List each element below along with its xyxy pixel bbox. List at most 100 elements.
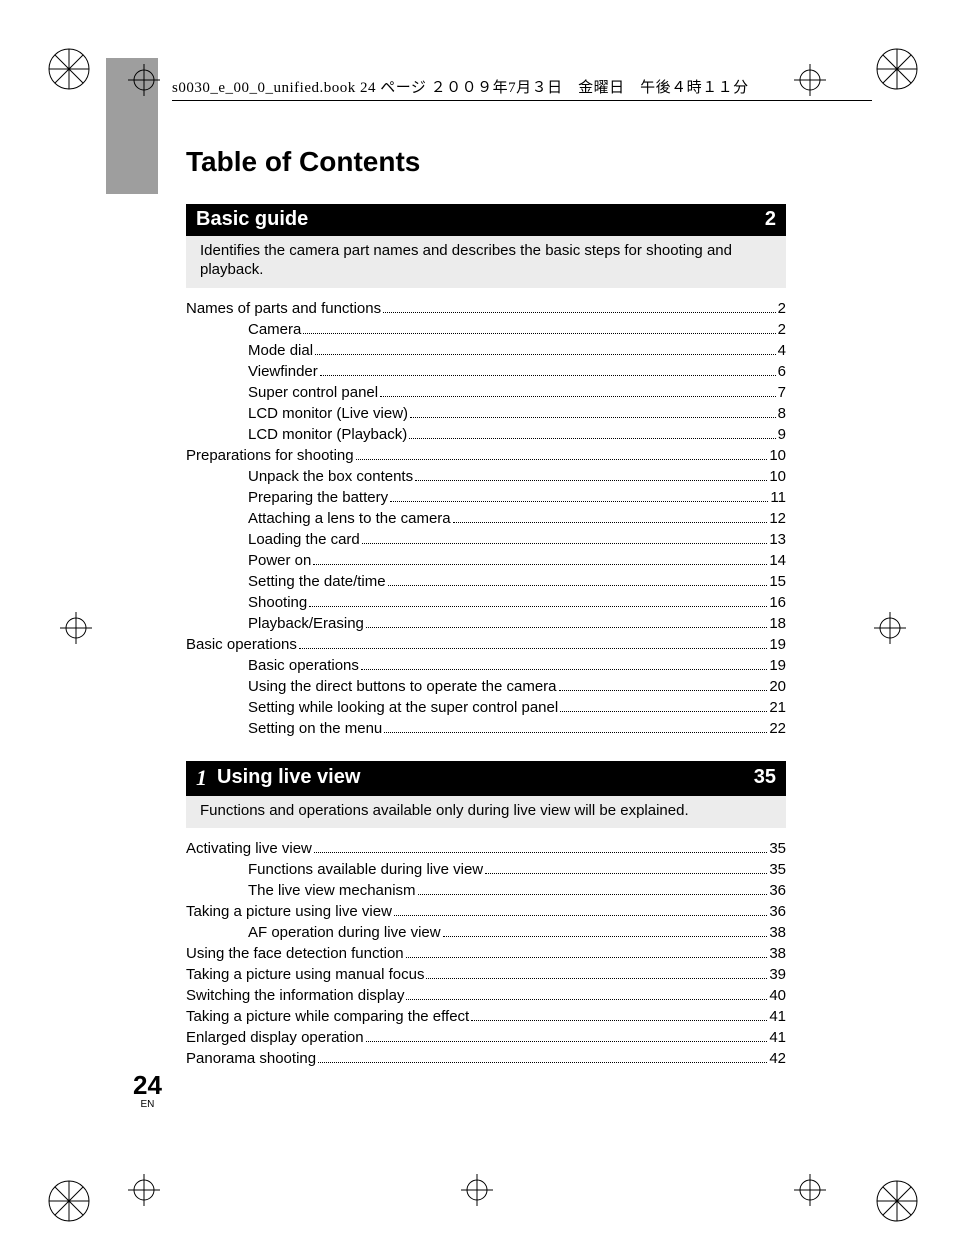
toc-leader-dots [559, 690, 768, 691]
page-title: Table of Contents [186, 146, 420, 178]
toc-entry-page: 36 [769, 901, 786, 922]
toc-entry-text: LCD monitor (Live view) [186, 403, 408, 424]
toc-leader-dots [383, 312, 776, 313]
header-rule-line: s0030_e_00_0_unified.book 24 ページ ２００９年7月… [172, 76, 872, 101]
page-number-block: 24 EN [133, 1070, 162, 1110]
toc-row: Mode dial4 [186, 340, 786, 361]
toc-row: Using the direct buttons to operate the … [186, 676, 786, 697]
toc-entry-text: Attaching a lens to the camera [186, 508, 451, 529]
toc-entry-page: 36 [769, 880, 786, 901]
crop-mark-icon [461, 1174, 493, 1206]
section-bar: 1Using live view35 [186, 761, 786, 796]
crop-mark-icon [874, 612, 906, 644]
toc-row: Activating live view 35 [186, 838, 786, 859]
toc-entry-page: 19 [769, 634, 786, 655]
toc-row: Shooting16 [186, 592, 786, 613]
toc-entry-text: Unpack the box contents [186, 466, 413, 487]
toc-entry-text: Mode dial [186, 340, 313, 361]
toc-row: Preparations for shooting10 [186, 445, 786, 466]
toc-entry-page: 8 [778, 403, 786, 424]
toc-row: The live view mechanism 36 [186, 880, 786, 901]
toc-leader-dots [299, 648, 767, 649]
toc-entry-text: Enlarged display operation [186, 1027, 364, 1048]
toc-row: Preparing the battery11 [186, 487, 786, 508]
toc-leader-dots [471, 1020, 767, 1021]
toc-entry-page: 16 [769, 592, 786, 613]
toc-entry-text: Setting while looking at the super contr… [186, 697, 558, 718]
toc-entry-page: 9 [778, 424, 786, 445]
toc-entry-page: 13 [769, 529, 786, 550]
toc-leader-dots [560, 711, 767, 712]
toc-leader-dots [366, 1041, 768, 1042]
toc-row: Taking a picture using manual focus 39 [186, 964, 786, 985]
toc-entry-page: 35 [769, 838, 786, 859]
toc-row: Super control panel7 [186, 382, 786, 403]
toc-entry-page: 14 [769, 550, 786, 571]
toc-leader-dots [384, 732, 767, 733]
section-title: Using live view [217, 766, 754, 789]
toc-entry-text: Taking a picture using live view [186, 901, 392, 922]
toc-entry-text: Playback/Erasing [186, 613, 364, 634]
toc-leader-dots [453, 522, 768, 523]
toc-entry-page: 7 [778, 382, 786, 403]
toc-entry-page: 39 [769, 964, 786, 985]
toc-leader-dots [362, 543, 768, 544]
toc-row: Enlarged display operation 41 [186, 1027, 786, 1048]
toc-row: Names of parts and functions2 [186, 298, 786, 319]
toc-entry-text: Taking a picture using manual focus [186, 964, 424, 985]
toc-entry-text: Names of parts and functions [186, 298, 381, 319]
section-title: Basic guide [196, 208, 765, 231]
section-description: Identifies the camera part names and des… [186, 236, 786, 288]
toc-entry-text: Activating live view [186, 838, 312, 859]
toc-entry-page: 2 [778, 319, 786, 340]
toc-entry-text: Panorama shooting [186, 1048, 316, 1069]
toc-entry-page: 38 [769, 943, 786, 964]
toc-row: Basic operations19 [186, 655, 786, 676]
toc-entry-text: Basic operations [186, 655, 359, 676]
toc-row: AF operation during live view38 [186, 922, 786, 943]
toc-entry-text: Preparations for shooting [186, 445, 354, 466]
section-bar: Basic guide2 [186, 204, 786, 236]
toc-entry-text: The live view mechanism [186, 880, 416, 901]
toc-row: Using the face detection function38 [186, 943, 786, 964]
toc-leader-dots [303, 333, 775, 334]
toc-entry-text: Preparing the battery [186, 487, 388, 508]
toc-entry-text: Camera [186, 319, 301, 340]
toc-leader-dots [418, 894, 768, 895]
toc-leader-dots [415, 480, 767, 481]
toc-list: Activating live view 35 Functions availabl… [186, 838, 786, 1069]
toc-entry-text: Viewfinder [186, 361, 318, 382]
toc-entry-text: AF operation during live view [186, 922, 441, 943]
toc-entry-text: Taking a picture while comparing the eff… [186, 1006, 469, 1027]
toc-row: Panorama shooting 42 [186, 1048, 786, 1069]
toc-entry-page: 20 [769, 676, 786, 697]
section-start-page: 2 [765, 208, 776, 231]
toc-row: Switching the information display 40 [186, 985, 786, 1006]
toc-row: LCD monitor (Playback)9 [186, 424, 786, 445]
toc-entry-page: 40 [769, 985, 786, 1006]
toc-entry-page: 42 [769, 1048, 786, 1069]
toc-entry-page: 41 [769, 1027, 786, 1048]
toc-leader-dots [390, 501, 768, 502]
toc-entry-text: Functions available during live view [186, 859, 483, 880]
toc-row: Attaching a lens to the camera 12 [186, 508, 786, 529]
toc-entry-page: 18 [769, 613, 786, 634]
toc-entry-page: 22 [769, 718, 786, 739]
toc-row: Power on14 [186, 550, 786, 571]
toc-leader-dots [406, 999, 767, 1000]
toc-leader-dots [394, 915, 767, 916]
toc-row: Setting on the menu22 [186, 718, 786, 739]
corner-registration-icon [874, 1178, 920, 1224]
toc-entry-text: Switching the information display [186, 985, 404, 1006]
toc-leader-dots [361, 669, 767, 670]
crop-mark-icon [128, 64, 160, 96]
toc-leader-dots [356, 459, 768, 460]
toc-entry-page: 12 [769, 508, 786, 529]
toc-entry-text: Loading the card [186, 529, 360, 550]
toc-row: Viewfinder6 [186, 361, 786, 382]
toc-row: LCD monitor (Live view) 8 [186, 403, 786, 424]
toc-row: Taking a picture while comparing the eff… [186, 1006, 786, 1027]
crop-mark-icon [794, 64, 826, 96]
toc-leader-dots [388, 585, 768, 586]
toc-leader-dots [314, 852, 767, 853]
